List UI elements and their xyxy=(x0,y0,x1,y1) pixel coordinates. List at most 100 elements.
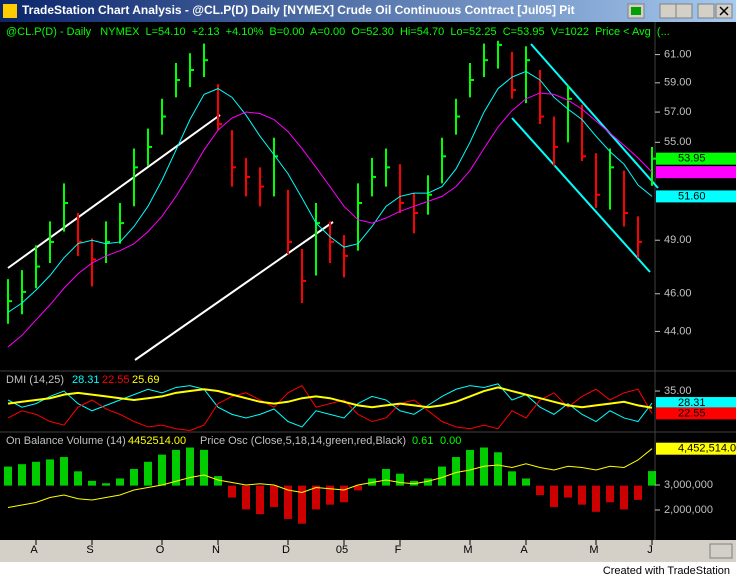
osc-bar xyxy=(396,473,404,486)
osc-bar xyxy=(116,478,124,486)
osc-bar xyxy=(354,485,362,491)
osc-bar xyxy=(200,449,208,486)
osc-bar xyxy=(186,447,194,486)
value-box xyxy=(656,397,736,410)
line xyxy=(7,385,653,432)
value-box-label: 51.60 xyxy=(678,190,706,202)
osc-bar xyxy=(438,466,446,486)
osc-bar xyxy=(284,485,292,519)
osc-bar xyxy=(452,457,460,486)
value-box-label: 4,452,514.0 xyxy=(678,443,736,455)
osc-bar xyxy=(466,449,474,486)
panel-header: DMI (14,25) xyxy=(6,374,64,386)
osc-bar xyxy=(312,485,320,510)
osc-bar xyxy=(46,459,54,486)
osc-bar xyxy=(102,483,110,486)
osc-bar xyxy=(214,476,222,486)
value-box xyxy=(656,166,736,179)
line xyxy=(7,92,653,348)
y-tick-label: 49.00 xyxy=(664,234,692,246)
restore-button[interactable] xyxy=(697,3,715,19)
x-tick-label: A xyxy=(30,544,38,556)
osc-bar xyxy=(298,485,306,524)
panel-header: Price Osc (Close,5,18,14,green,red,Black… xyxy=(200,435,406,447)
osc-bar xyxy=(88,480,96,486)
osc-bar xyxy=(270,485,278,508)
legend-value: 25.69 xyxy=(132,374,160,386)
trendline xyxy=(7,114,221,269)
osc-bar xyxy=(18,464,26,486)
x-tick-label: D xyxy=(282,544,290,556)
x-tick-label: 05 xyxy=(336,544,348,556)
title-bar xyxy=(0,0,736,22)
osc-value: 0.00 xyxy=(440,435,461,447)
trendline xyxy=(134,221,334,361)
osc-bar xyxy=(172,449,180,486)
osc-bar xyxy=(158,454,166,486)
osc-bar xyxy=(550,485,558,508)
line xyxy=(7,386,653,409)
osc-bar xyxy=(410,480,418,486)
value-box xyxy=(656,190,736,203)
osc-bar xyxy=(74,471,82,486)
y-tick-label: 57.00 xyxy=(664,106,692,118)
value-box-label: 28.31 xyxy=(678,397,706,409)
x-tick-label: O xyxy=(156,544,165,556)
x-tick-label: F xyxy=(395,544,402,556)
window-title: TradeStation Chart Analysis - @CL.P(D) D… xyxy=(22,3,575,17)
line xyxy=(7,448,653,508)
value-box-label: 22.55 xyxy=(678,407,706,419)
obv-value: 4452514.00 xyxy=(128,435,186,447)
y-tick-label: 35.00 xyxy=(664,385,692,397)
osc-bar xyxy=(424,478,432,486)
osc-bar xyxy=(564,485,572,498)
app-icon xyxy=(3,4,17,18)
legend-value: 28.31 xyxy=(72,374,100,386)
legend-value: 22.55 xyxy=(102,374,130,386)
osc-bar xyxy=(634,485,642,500)
minimize-button[interactable] xyxy=(659,3,677,19)
x-tick-label: M xyxy=(589,544,598,556)
value-box xyxy=(656,442,736,455)
osc-bar xyxy=(326,485,334,505)
chart-area xyxy=(0,22,736,540)
osc-value: 0.61 xyxy=(412,435,433,447)
x-axis: A S O N D 05 F M A M J xyxy=(30,540,653,556)
y-tick-label: 44.00 xyxy=(664,325,692,337)
y-tick-label: 46.00 xyxy=(664,288,692,300)
panel-header: On Balance Volume (14) xyxy=(6,435,126,447)
osc-bar xyxy=(648,471,656,486)
osc-bar xyxy=(592,485,600,512)
y-tick-label: 55.00 xyxy=(664,136,692,148)
osc-bar xyxy=(382,468,390,486)
channel-line xyxy=(511,117,651,273)
right-axis: 61.00 59.00 57.00 55.00 49.00 46.00 44.00 53.95… xyxy=(655,48,736,516)
x-tick-label: A xyxy=(520,544,528,556)
line xyxy=(7,70,653,313)
osc-bar xyxy=(32,461,40,486)
value-box xyxy=(656,407,736,420)
x-tick-label: J xyxy=(647,544,653,556)
plot: DMI (14,25) 28.31 22.55 25.69 On Balance Vol… xyxy=(4,40,656,524)
osc-bar xyxy=(144,461,152,486)
close-glyph xyxy=(719,6,729,16)
y-tick-label: 61.00 xyxy=(664,48,692,60)
x-tick-label: N xyxy=(212,544,220,556)
osc-bar xyxy=(340,485,348,503)
osc-bar xyxy=(536,485,544,496)
osc-bar xyxy=(508,471,516,486)
value-box xyxy=(656,152,736,165)
maximize-button[interactable] xyxy=(675,3,693,19)
x-tick-label: S xyxy=(86,544,93,556)
osc-bar xyxy=(256,485,264,515)
status-icon xyxy=(631,7,641,15)
y-tick-label: 3,000,000 xyxy=(664,479,713,491)
osc-bar xyxy=(522,478,530,486)
channel-line xyxy=(530,43,659,189)
osc-bar xyxy=(578,485,586,505)
osc-bar xyxy=(60,457,68,486)
x-tick-label: M xyxy=(463,544,472,556)
scroll-button[interactable] xyxy=(709,543,733,559)
